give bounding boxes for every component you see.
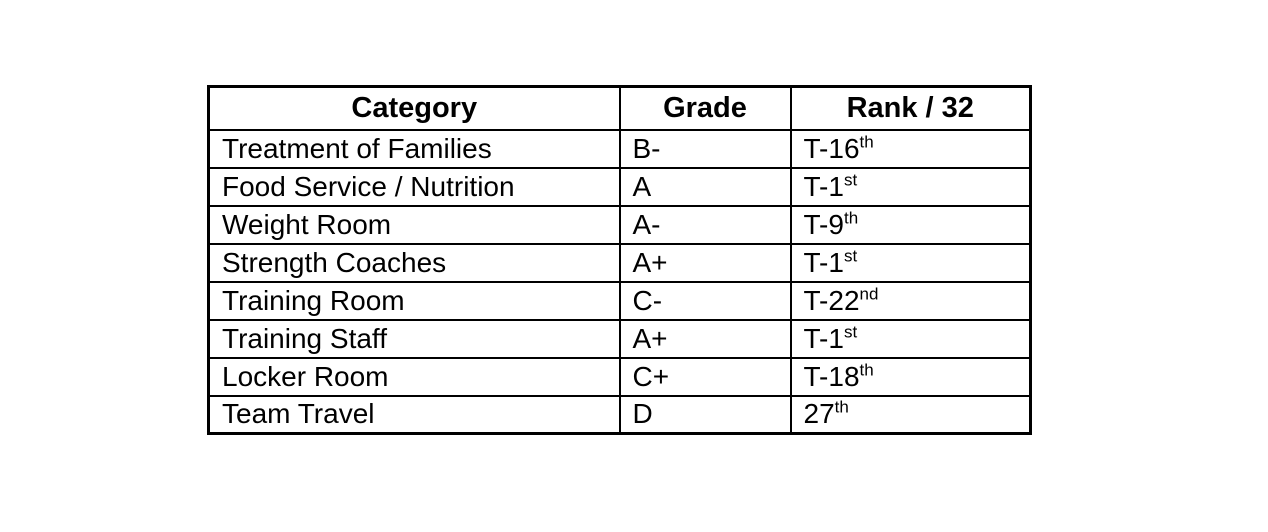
rank-value: T-22: [803, 284, 860, 316]
grade-cell: A+: [618, 242, 792, 283]
category-cell: Training Staff: [207, 318, 621, 359]
rank-ordinal-suffix: th: [859, 132, 874, 152]
rank-cell: T-1st: [789, 242, 1032, 283]
table-row: Locker Room C+ T-18th: [207, 356, 1032, 397]
category-cell: Food Service / Nutrition: [207, 166, 621, 207]
table-row: Training Staff A+ T-1st: [207, 318, 1032, 359]
rank-cell: T-22nd: [789, 280, 1032, 321]
rank-value: T-1: [803, 322, 844, 354]
grades-table: Category Grade Rank / 32 Treatment of Fa…: [207, 85, 1032, 435]
grade-cell: A+: [618, 318, 792, 359]
header-rank: Rank / 32: [789, 85, 1032, 131]
category-cell: Weight Room: [207, 204, 621, 245]
table-header-row: Category Grade Rank / 32: [207, 85, 1032, 131]
grade-cell: D: [618, 394, 792, 435]
rank-ordinal-suffix: st: [843, 246, 858, 266]
table-row: Training Room C- T-22nd: [207, 280, 1032, 321]
rank-ordinal-suffix: st: [843, 170, 858, 190]
category-cell: Strength Coaches: [207, 242, 621, 283]
table-row: Treatment of Families B- T-16th: [207, 128, 1032, 169]
category-cell: Training Room: [207, 280, 621, 321]
grade-cell: B-: [618, 128, 792, 169]
rank-cell: 27th: [789, 394, 1032, 435]
rank-cell: T-1st: [789, 166, 1032, 207]
table-row: Weight Room A- T-9th: [207, 204, 1032, 245]
rank-ordinal-suffix: th: [843, 208, 859, 228]
table-row: Team Travel D 27th: [207, 394, 1032, 435]
rank-ordinal-suffix: th: [859, 360, 874, 380]
table-row: Food Service / Nutrition A T-1st: [207, 166, 1032, 207]
grade-cell: C-: [618, 280, 792, 321]
rank-value: T-18: [803, 360, 860, 392]
header-category: Category: [207, 85, 621, 131]
rank-ordinal-suffix: nd: [859, 284, 879, 304]
rank-cell: T-18th: [789, 356, 1032, 397]
rank-cell: T-1st: [789, 318, 1032, 359]
category-cell: Team Travel: [207, 394, 621, 435]
rank-value: 27: [803, 398, 835, 430]
rank-ordinal-suffix: st: [843, 322, 858, 342]
rank-value: T-1: [803, 246, 844, 278]
category-cell: Treatment of Families: [207, 128, 621, 169]
rank-ordinal-suffix: th: [834, 397, 849, 417]
grade-cell: A: [618, 166, 792, 207]
rank-cell: T-9th: [789, 204, 1032, 245]
grade-cell: C+: [618, 356, 792, 397]
category-cell: Locker Room: [207, 356, 621, 397]
rank-value: T-1: [803, 170, 844, 202]
header-grade: Grade: [618, 85, 792, 131]
rank-value: T-9: [803, 208, 844, 240]
rank-cell: T-16th: [789, 128, 1032, 169]
rank-value: T-16: [803, 132, 860, 164]
table-row: Strength Coaches A+ T-1st: [207, 242, 1032, 283]
grades-table-container: Category Grade Rank / 32 Treatment of Fa…: [207, 85, 1032, 435]
grade-cell: A-: [618, 204, 792, 245]
